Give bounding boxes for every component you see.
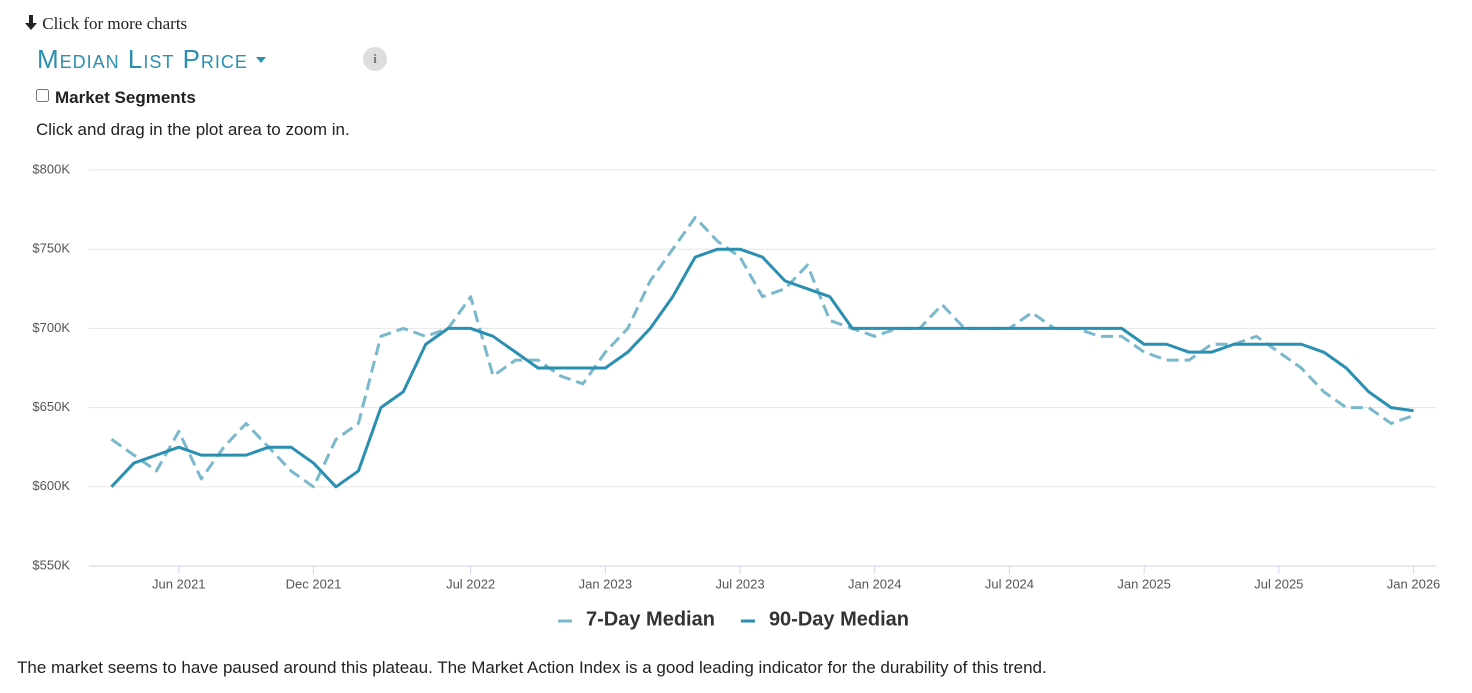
caret xyxy=(256,57,267,63)
x-tick-label: Jul 2024 xyxy=(985,576,1034,591)
y-tick-label: $800K xyxy=(32,161,70,176)
x-tick-label: Jul 2023 xyxy=(715,576,764,591)
y-tick-label: $750K xyxy=(32,241,70,256)
chart: $550K $600K $650K $700K $750K $800K Jun 2021 De… xyxy=(32,161,1441,630)
x-tick-label: Jan 2024 xyxy=(848,576,902,591)
link-text[interactable]: Click for more charts xyxy=(42,14,188,33)
y-tick-label: $700K xyxy=(32,320,70,335)
x-tick-label: Jun 2021 xyxy=(152,576,206,591)
legend-label: 90-Day Median xyxy=(769,608,909,630)
chart-selector[interactable]: Median List Price xyxy=(37,44,267,75)
zoom-hint: Click and drag in the plot area to zoom … xyxy=(36,120,350,139)
x-tick-label: Jan 2023 xyxy=(579,576,633,591)
series-line xyxy=(110,216,1415,489)
x-tick-label: Dec 2021 xyxy=(286,576,342,591)
legend-label: 7-Day Median xyxy=(586,608,715,630)
footer-text: The market seems to have paused around t… xyxy=(17,658,1047,677)
checkbox-label[interactable]: Market Segments xyxy=(55,88,196,107)
x-tick-label: Jan 2025 xyxy=(1117,576,1171,591)
y-tick-label: $550K xyxy=(32,557,70,572)
checkbox[interactable] xyxy=(36,89,49,102)
arrow-icon xyxy=(25,15,37,30)
chart-title[interactable]: Median List Price xyxy=(37,44,248,74)
x-tick-label: Jul 2025 xyxy=(1254,576,1303,591)
segments-toggle[interactable]: Market Segments xyxy=(36,88,196,108)
y-tick-label: $650K xyxy=(32,399,70,414)
series-line xyxy=(110,247,1414,489)
x-tick-label: Jul 2022 xyxy=(446,576,495,591)
y-tick-label: $600K xyxy=(32,478,70,493)
info-icon[interactable]: i xyxy=(363,47,387,71)
more-charts-link[interactable]: Click for more charts xyxy=(24,14,187,34)
x-tick-label: Jan 2026 xyxy=(1387,576,1441,591)
